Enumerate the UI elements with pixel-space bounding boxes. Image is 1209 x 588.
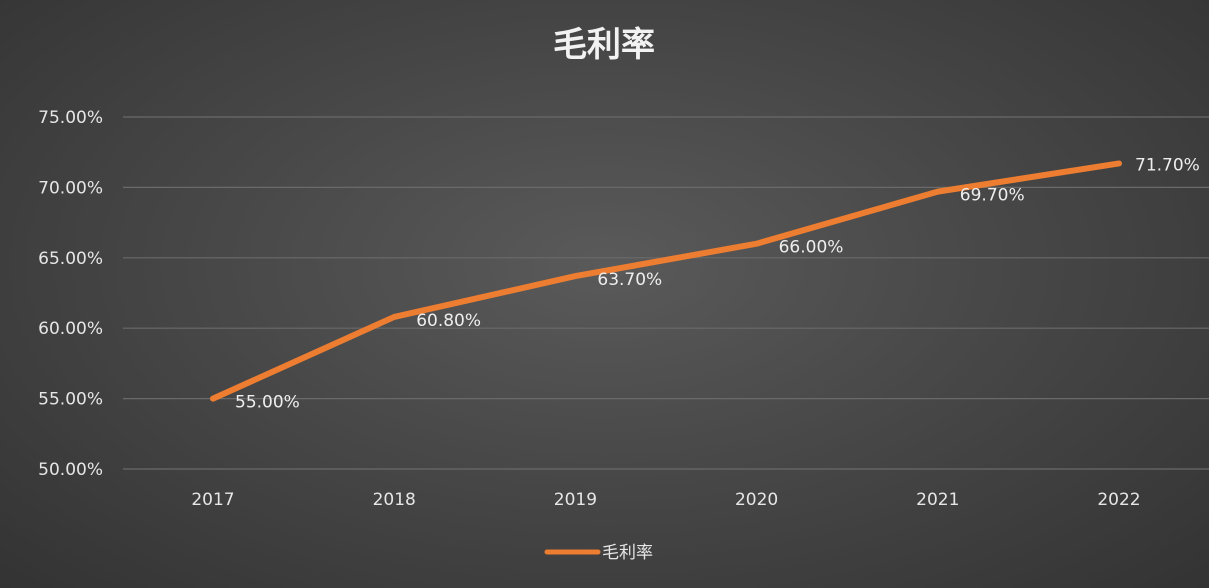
x-tick-label: 2019 bbox=[554, 490, 597, 510]
data-label: 60.80% bbox=[416, 311, 481, 331]
series-line bbox=[210, 160, 1122, 402]
data-label: 55.00% bbox=[235, 393, 300, 413]
gridlines bbox=[123, 116, 1209, 470]
data-label: 69.70% bbox=[960, 186, 1025, 206]
x-axis-ticks: 2017 2018 2019 2020 2021 2022 bbox=[191, 490, 1140, 510]
series-layer bbox=[210, 160, 1122, 402]
x-tick-label: 2022 bbox=[1097, 490, 1140, 510]
x-tick-label: 2017 bbox=[191, 490, 234, 510]
y-tick-label: 70.00% bbox=[38, 178, 103, 198]
data-label: 63.70% bbox=[597, 270, 662, 290]
y-axis-ticks: 50.00% 55.00% 60.00% 65.00% 70.00% 75.00% bbox=[38, 108, 103, 480]
y-tick-label: 50.00% bbox=[38, 460, 103, 480]
data-label: 71.70% bbox=[1135, 155, 1200, 175]
y-tick-label: 65.00% bbox=[38, 249, 103, 269]
chart-title: 毛利率 bbox=[553, 25, 655, 65]
x-tick-label: 2018 bbox=[373, 490, 416, 510]
data-labels: 55.00% 60.80% 63.70% 66.00% 69.70% 71.70% bbox=[235, 155, 1200, 412]
legend: 毛利率 bbox=[544, 543, 653, 563]
y-tick-label: 75.00% bbox=[38, 108, 103, 128]
data-label: 66.00% bbox=[779, 238, 844, 258]
y-tick-label: 55.00% bbox=[38, 390, 103, 410]
y-tick-label: 60.00% bbox=[38, 319, 103, 339]
x-tick-label: 2021 bbox=[916, 490, 959, 510]
x-tick-label: 2020 bbox=[735, 490, 778, 510]
legend-label: 毛利率 bbox=[602, 543, 653, 563]
